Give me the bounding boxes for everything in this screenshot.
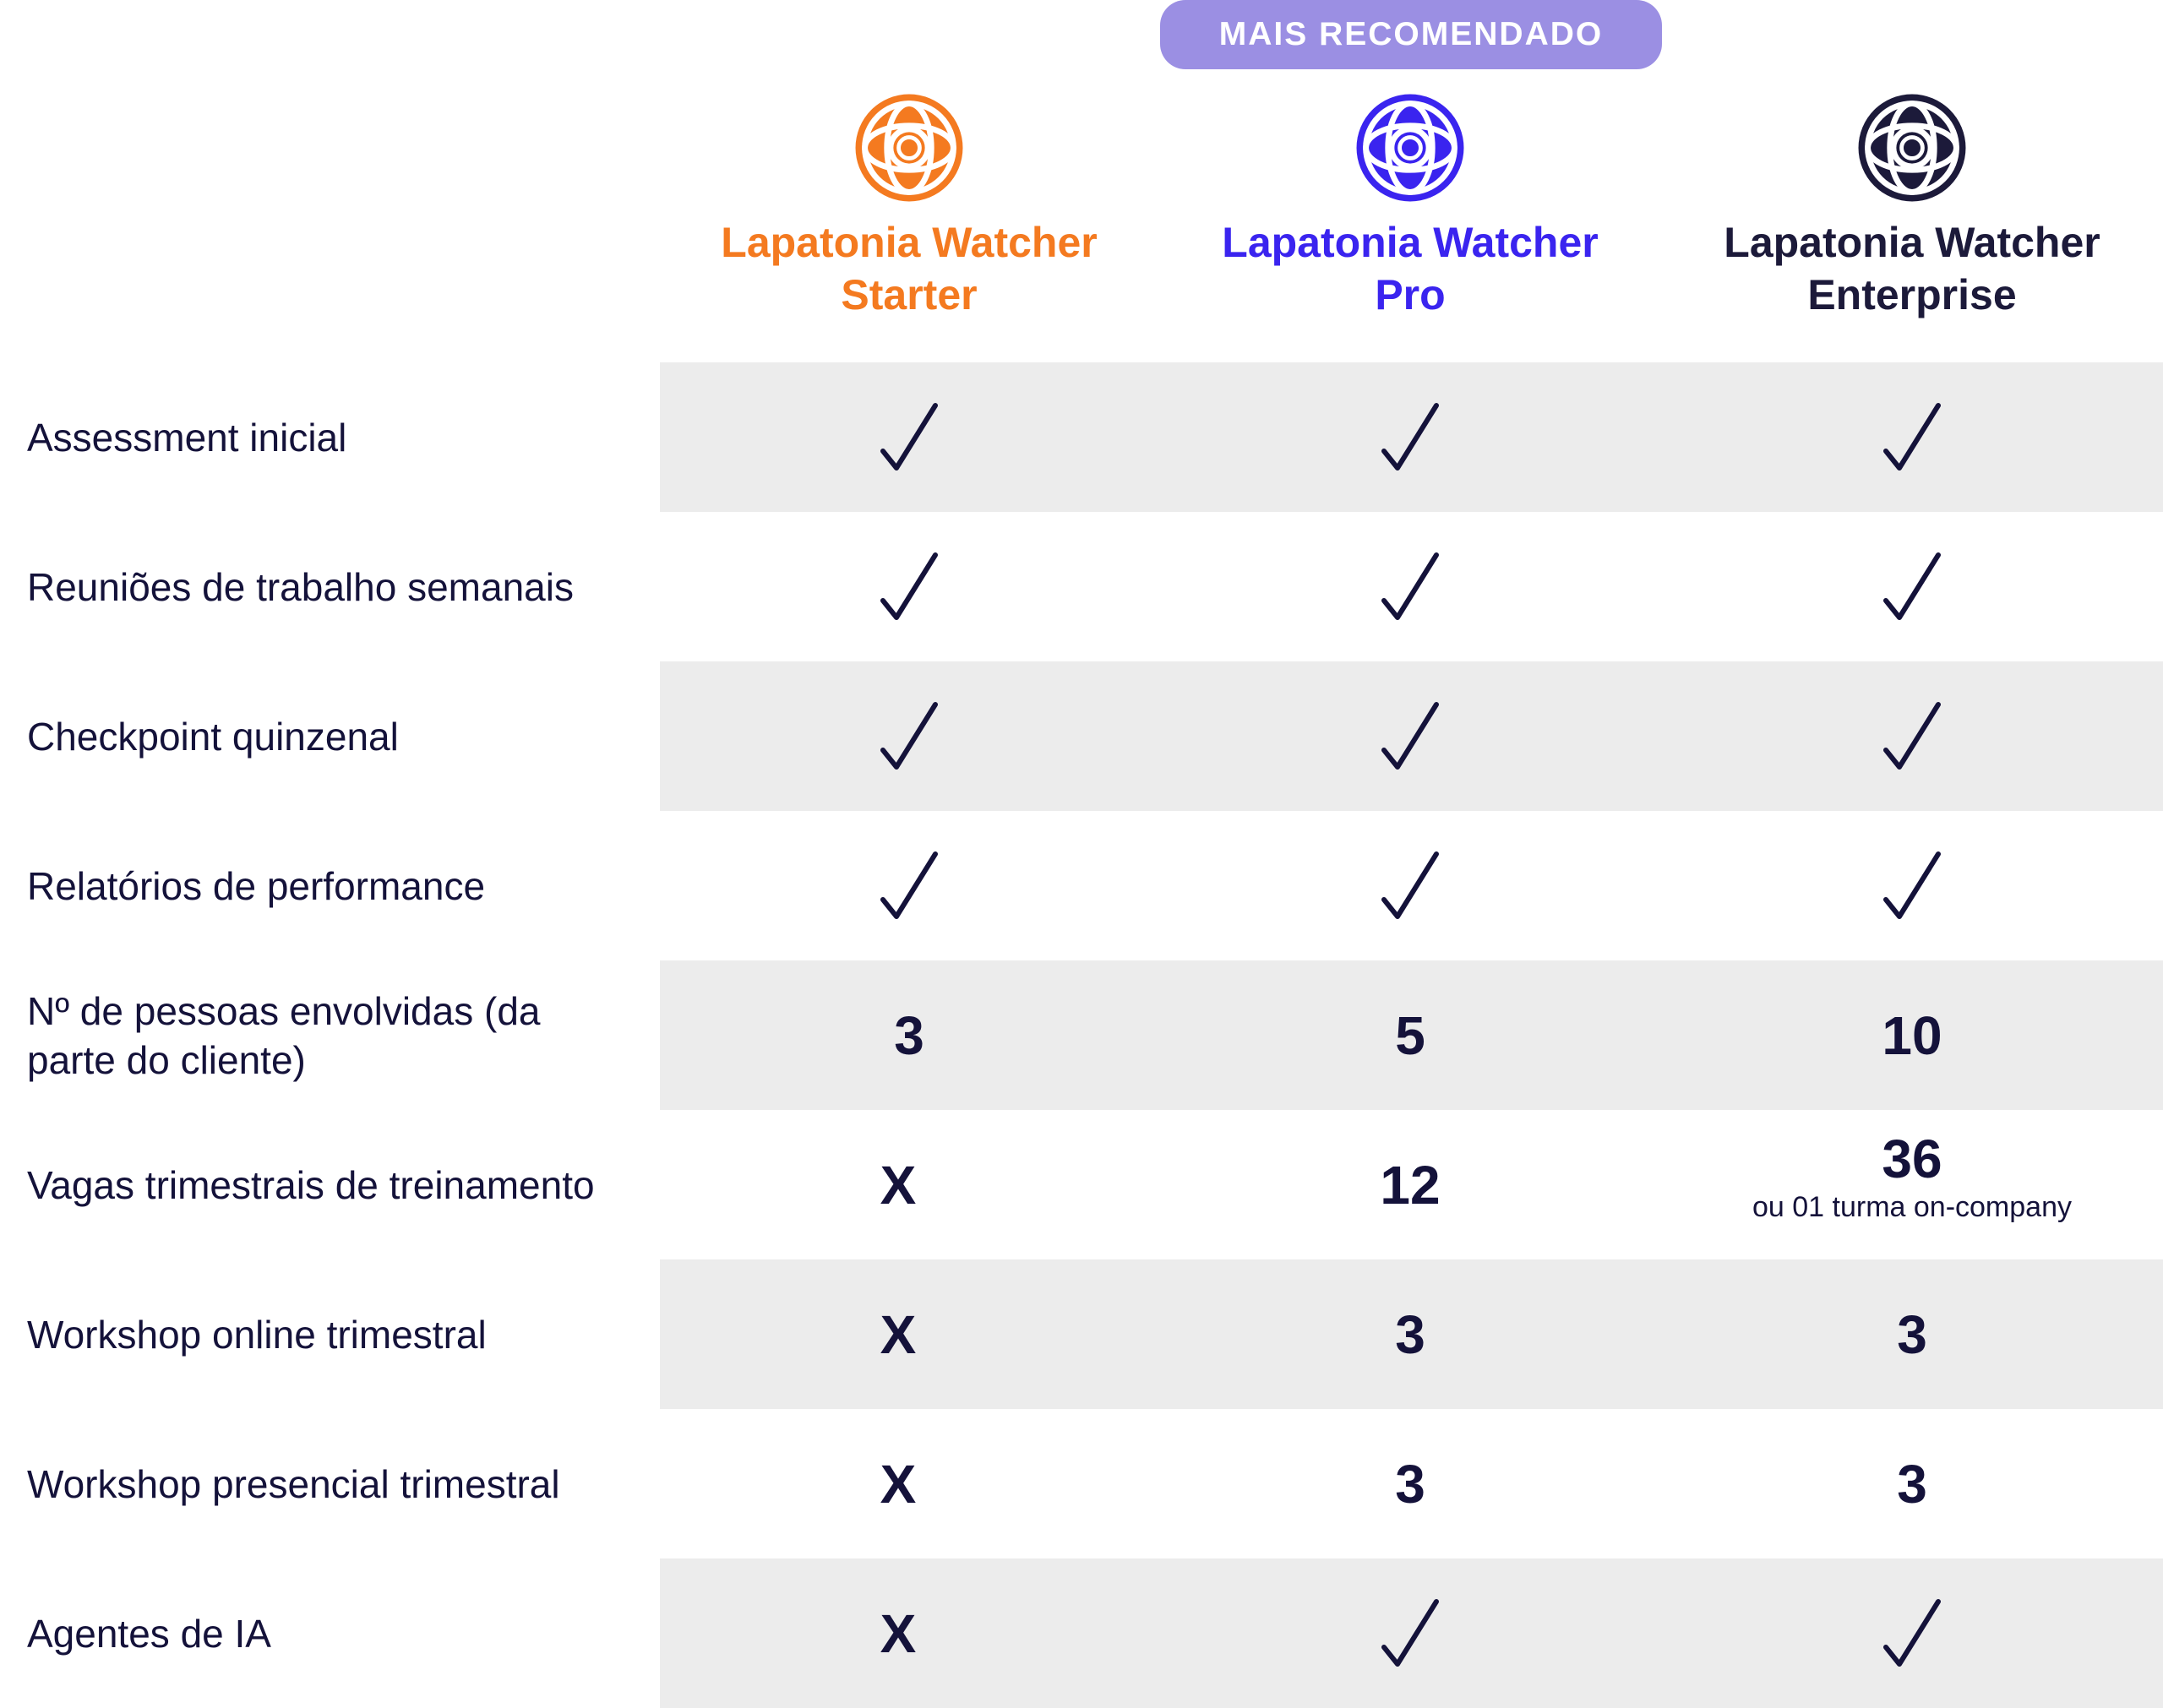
plan-name-line2: Pro xyxy=(1375,271,1446,318)
table-cell: 5 xyxy=(1241,960,1579,1110)
cell-value: 3 xyxy=(1897,1453,1927,1515)
plan-header-1: Lapatonia Watcher Starter xyxy=(673,90,1146,321)
table-row: Relatórios de performance xyxy=(0,811,2163,960)
most-recommended-badge: MAIS RECOMENDADO xyxy=(1160,0,1662,69)
feature-label: Workshop presencial trimestral xyxy=(27,1461,560,1506)
check-icon xyxy=(1381,851,1439,919)
plan-name: Lapatonia Watcher Pro xyxy=(1222,216,1598,321)
table-cell xyxy=(1241,811,1579,960)
table-cell xyxy=(1743,811,2081,960)
check-icon xyxy=(1381,1598,1439,1667)
table-cell: 36 ou 01 turma on-company xyxy=(1743,1110,2081,1259)
feature-label: Assessment inicial xyxy=(27,415,347,460)
table-cell: X xyxy=(740,1110,1078,1259)
table-cell xyxy=(1241,362,1579,512)
check-icon xyxy=(880,552,938,620)
table-cell: 3 xyxy=(1241,1409,1579,1558)
table-cell: X xyxy=(740,1259,1078,1409)
table-cell: 3 xyxy=(1743,1409,2081,1558)
row-background xyxy=(660,661,2163,811)
table-cell: 12 xyxy=(1241,1110,1579,1259)
table-cell: X xyxy=(740,1558,1078,1708)
feature-label: Vagas trimestrais de treinamento xyxy=(27,1162,595,1207)
check-icon xyxy=(1381,552,1439,620)
check-icon xyxy=(880,851,938,919)
table-cell: 3 xyxy=(1743,1259,2081,1409)
check-icon xyxy=(1883,552,1941,620)
plan-name-line1: Lapatonia Watcher xyxy=(721,219,1098,266)
not-included-mark: X xyxy=(880,1602,917,1664)
table-cell xyxy=(1743,362,2081,512)
table-row: Checkpoint quinzenal xyxy=(0,661,2163,811)
table-row: Workshop presencial trimestral X 3 3 xyxy=(0,1409,2163,1558)
not-included-mark: X xyxy=(880,1154,917,1216)
check-icon xyxy=(880,402,938,471)
table-cell xyxy=(1743,661,2081,811)
plan-name-line2: Starter xyxy=(841,271,978,318)
feature-label: Nº de pessoas envolvidas (da parte do cl… xyxy=(27,988,541,1082)
feature-label: Relatórios de performance xyxy=(27,863,486,908)
feature-label: Agentes de IA xyxy=(27,1611,271,1656)
feature-label: Workshop online trimestral xyxy=(27,1312,487,1357)
check-icon xyxy=(1883,1598,1941,1667)
table-row: Nº de pessoas envolvidas (da parte do cl… xyxy=(0,960,2163,1110)
table-cell xyxy=(740,362,1078,512)
table-cell xyxy=(740,512,1078,661)
row-background xyxy=(660,960,2163,1110)
check-icon xyxy=(1883,402,1941,471)
feature-label: Checkpoint quinzenal xyxy=(27,714,399,759)
check-icon xyxy=(880,701,938,770)
plan-name: Lapatonia Watcher Enterprise xyxy=(1724,216,2100,321)
cell-value: 12 xyxy=(1380,1154,1441,1216)
table-cell xyxy=(1743,1558,2081,1708)
not-included-mark: X xyxy=(880,1303,917,1365)
row-background xyxy=(660,362,2163,512)
table-cell xyxy=(1241,661,1579,811)
plan-name-line1: Lapatonia Watcher xyxy=(1724,219,2100,266)
table-cell xyxy=(740,811,1078,960)
check-icon xyxy=(1381,701,1439,770)
table-cell xyxy=(1743,512,2081,661)
cell-value: 5 xyxy=(1395,1004,1425,1066)
check-icon xyxy=(1883,701,1941,770)
table-cell: 3 xyxy=(740,960,1078,1110)
globe-icon xyxy=(1854,90,1970,206)
cell-value: 3 xyxy=(894,1004,924,1066)
table-row: Assessment inicial xyxy=(0,362,2163,512)
cell-note: ou 01 turma on-company xyxy=(1752,1190,2072,1223)
table-row: Vagas trimestrais de treinamento X 12 36 ou … xyxy=(0,1110,2163,1259)
table-cell xyxy=(1241,512,1579,661)
globe-icon xyxy=(851,90,967,206)
table-row: Workshop online trimestral X 3 3 xyxy=(0,1259,2163,1409)
table-cell: 3 xyxy=(1241,1259,1579,1409)
plan-name: Lapatonia Watcher Starter xyxy=(721,216,1097,321)
not-included-mark: X xyxy=(880,1453,917,1515)
plan-header-3: Lapatonia Watcher Enterprise xyxy=(1675,90,2149,321)
plan-name-line1: Lapatonia Watcher xyxy=(1222,219,1599,266)
globe-icon xyxy=(1352,90,1468,206)
table-cell: 10 xyxy=(1743,960,2081,1110)
feature-label: Reuniões de trabalho semanais xyxy=(27,564,574,609)
table-row: Reuniões de trabalho semanais xyxy=(0,512,2163,661)
cell-value: 10 xyxy=(1882,1004,1942,1066)
check-icon xyxy=(1381,402,1439,471)
plan-header-2: Lapatonia Watcher Pro xyxy=(1174,90,1647,321)
plan-name-line2: Enterprise xyxy=(1807,271,2017,318)
row-background xyxy=(660,1558,2163,1708)
check-icon xyxy=(1883,851,1941,919)
table-cell xyxy=(740,661,1078,811)
cell-value: 3 xyxy=(1395,1453,1425,1515)
cell-value: 3 xyxy=(1897,1303,1927,1365)
row-background xyxy=(660,1259,2163,1409)
cell-value: 36 xyxy=(1882,1128,1942,1189)
cell-value: 3 xyxy=(1395,1303,1425,1365)
table-cell: X xyxy=(740,1409,1078,1558)
table-row: Agentes de IA X xyxy=(0,1558,2163,1708)
table-cell xyxy=(1241,1558,1579,1708)
